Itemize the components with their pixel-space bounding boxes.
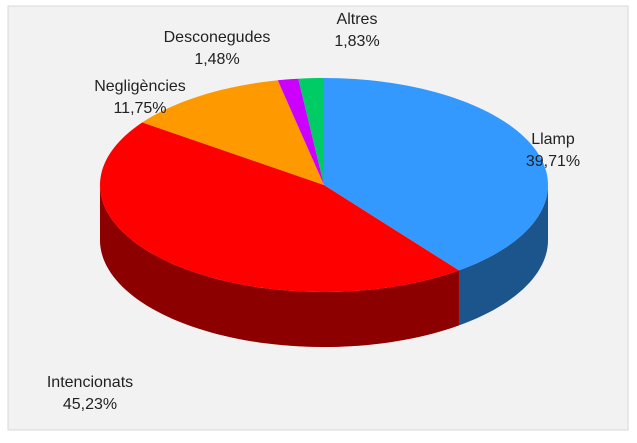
slice-label: Llamp [531, 131, 575, 148]
slice-label: Altres [337, 11, 378, 28]
slice-value-label: 1,48% [194, 51, 239, 68]
slice [324, 78, 548, 271]
slice-label: Desconegudes [164, 29, 271, 46]
slice [277, 78, 324, 185]
slice [298, 78, 324, 185]
slice-value-label: 39,71% [526, 153, 580, 170]
slice [100, 122, 459, 292]
slice-value-label: 45,23% [63, 396, 117, 413]
slice-label: Negligències [94, 78, 186, 95]
slice-value-label: 1,83% [334, 33, 379, 50]
slice-side-shade [100, 185, 459, 347]
slice-side-shade [458, 185, 548, 326]
slice-label: Intencionats [47, 374, 133, 391]
slice-side [458, 185, 548, 326]
slice-side [100, 185, 459, 347]
slice [142, 80, 324, 185]
slice-value-label: 11,75% [113, 100, 166, 117]
